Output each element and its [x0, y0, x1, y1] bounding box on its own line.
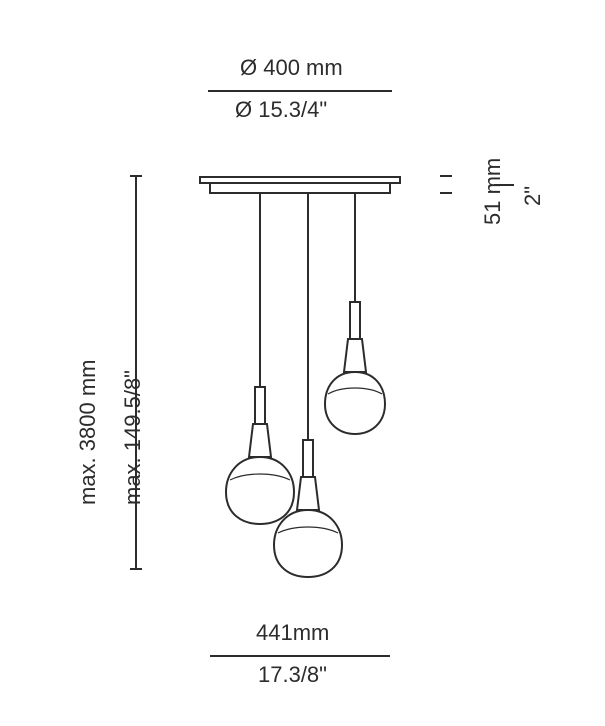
canopy-height-mm-label: 51 mm [480, 158, 506, 225]
canopy-height-in-label: 2" [520, 186, 546, 206]
canopy-tick-top [440, 175, 452, 177]
max-drop-tick-top [130, 175, 142, 177]
max-drop-bar [135, 175, 137, 570]
diameter-mm-label: Ø 400 mm [240, 55, 343, 81]
max-drop-in-label: max. 149.5/8" [120, 370, 146, 505]
width-divider [210, 655, 390, 657]
canopy-height-divider [494, 184, 514, 186]
diameter-in-label: Ø 15.3/4" [235, 97, 327, 123]
max-drop-mm-label: max. 3800 mm [75, 360, 101, 506]
canopy-tick-bot [440, 192, 452, 194]
diameter-divider [208, 90, 392, 92]
width-in-label: 17.3/8" [258, 662, 327, 688]
pendant-lamp-diagram [190, 172, 410, 582]
width-mm-label: 441mm [256, 620, 329, 646]
max-drop-tick-bot [130, 568, 142, 570]
